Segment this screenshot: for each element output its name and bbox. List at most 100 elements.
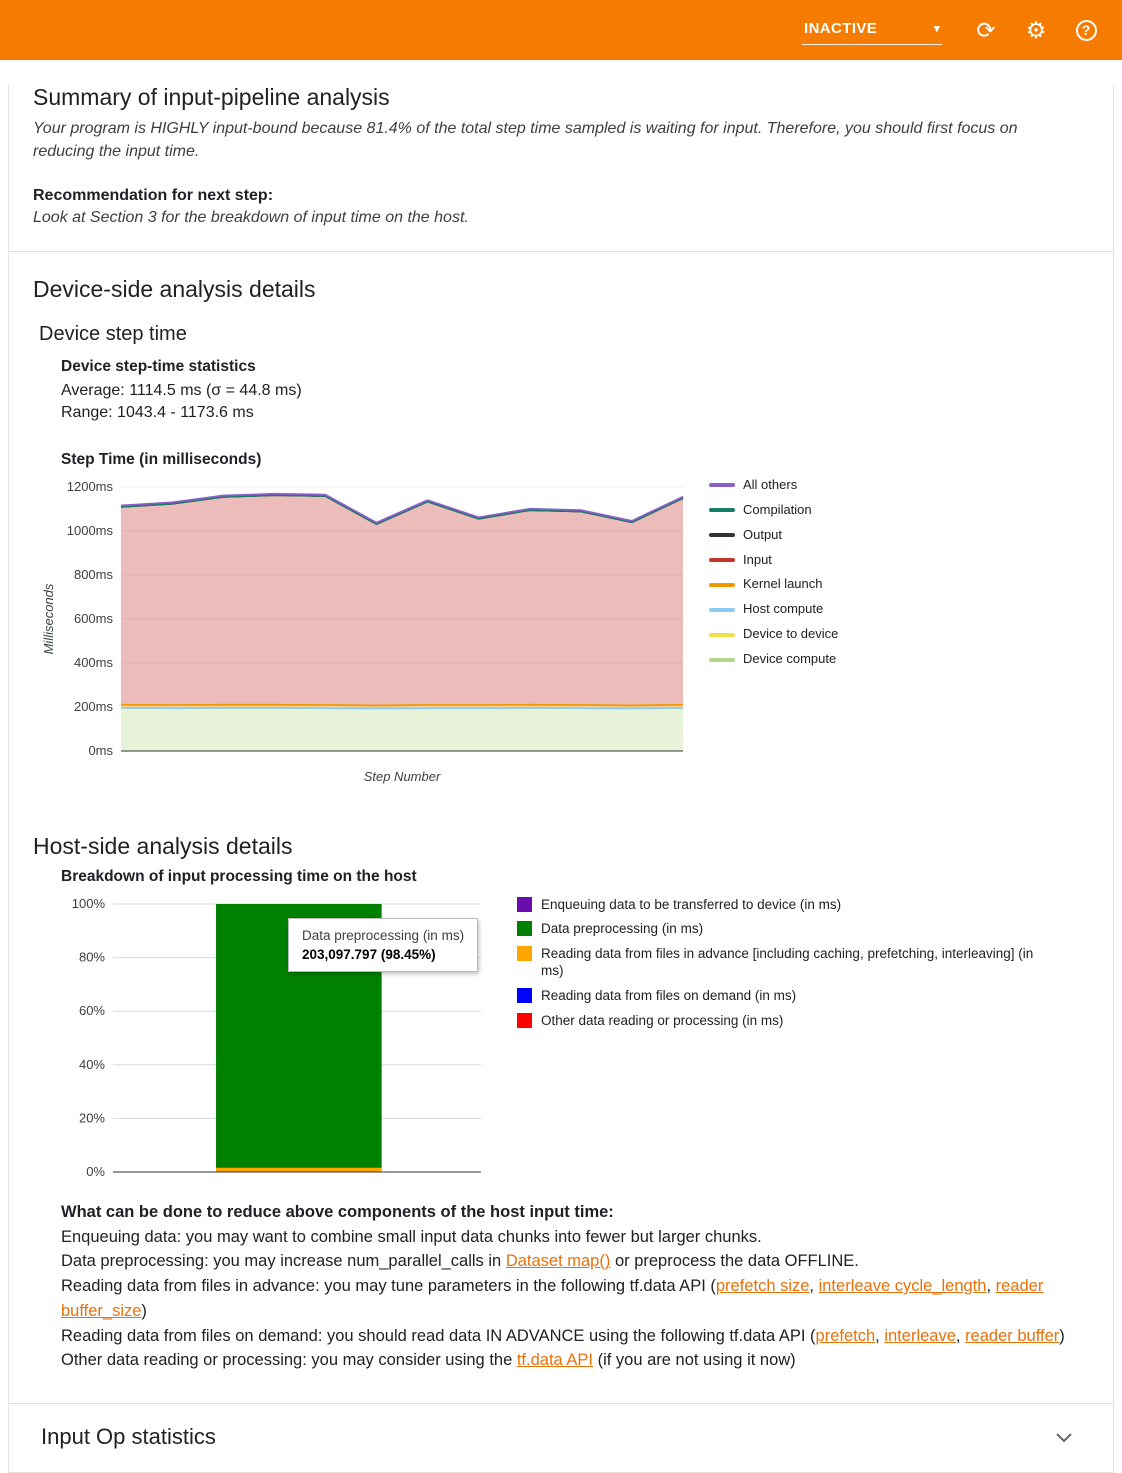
svg-text:200ms: 200ms bbox=[74, 699, 114, 714]
tip-line: Data preprocessing: you may increase num… bbox=[61, 1249, 1079, 1274]
host-breakdown-chart: 0%20%40%60%80%100% Data preprocessing (i… bbox=[61, 894, 1089, 1186]
stats-average: Average: 1114.5 ms (σ = 44.8 ms) bbox=[61, 380, 1089, 402]
run-status-value: INACTIVE bbox=[804, 20, 877, 37]
tip-text: Enqueuing data: you may want to combine … bbox=[61, 1228, 762, 1246]
legend-swatch bbox=[517, 921, 532, 936]
legend-item: Reading data from files in advance [incl… bbox=[517, 945, 1037, 980]
input-op-statistics-header[interactable]: Input Op statistics bbox=[9, 1404, 1113, 1472]
tip-line: Reading data from files on demand: you s… bbox=[61, 1324, 1079, 1349]
tip-link[interactable]: prefetch bbox=[816, 1327, 876, 1345]
svg-text:800ms: 800ms bbox=[74, 567, 114, 582]
refresh-icon[interactable]: ⟳ bbox=[966, 10, 1006, 50]
host-chart-legend: Enqueuing data to be transferred to devi… bbox=[517, 896, 1037, 1036]
svg-text:Step Number: Step Number bbox=[364, 769, 441, 784]
svg-text:40%: 40% bbox=[79, 1057, 105, 1072]
tip-link[interactable]: tf.data API bbox=[517, 1351, 593, 1369]
tip-link[interactable]: reader buffer bbox=[965, 1327, 1059, 1345]
recommendation-body: Look at Section 3 for the breakdown of i… bbox=[33, 209, 1089, 227]
main-content: Summary of input-pipeline analysis Your … bbox=[8, 84, 1114, 1473]
legend-label: Data preprocessing (in ms) bbox=[541, 920, 703, 938]
legend-label: Device compute bbox=[743, 651, 836, 668]
host-tips: What can be done to reduce above compone… bbox=[61, 1200, 1079, 1373]
svg-text:1000ms: 1000ms bbox=[67, 523, 114, 538]
legend-swatch bbox=[709, 658, 735, 662]
legend-item: Reading data from files on demand (in ms… bbox=[517, 987, 1037, 1005]
legend-item: Enqueuing data to be transferred to devi… bbox=[517, 896, 1037, 914]
host-chart-title: Breakdown of input processing time on th… bbox=[61, 868, 1089, 886]
tip-text: (if you are not using it now) bbox=[593, 1351, 796, 1369]
tip-text: ) bbox=[1059, 1327, 1065, 1345]
tip-link[interactable]: interleave cycle_length bbox=[819, 1277, 987, 1295]
tip-text: , bbox=[875, 1327, 884, 1345]
legend-item: Host compute bbox=[709, 601, 838, 618]
stats-title: Device step-time statistics bbox=[61, 356, 1089, 378]
device-section-title: Device-side analysis details bbox=[33, 276, 1089, 303]
tip-text: Reading data from files in advance: you … bbox=[61, 1277, 716, 1295]
legend-item: Device compute bbox=[709, 651, 838, 668]
legend-label: Host compute bbox=[743, 601, 823, 618]
tip-text: or preprocess the data OFFLINE. bbox=[610, 1252, 859, 1270]
legend-label: Device to device bbox=[743, 626, 838, 643]
svg-text:0%: 0% bbox=[86, 1164, 105, 1179]
legend-label: Reading data from files in advance [incl… bbox=[541, 945, 1037, 980]
legend-item: Other data reading or processing (in ms) bbox=[517, 1012, 1037, 1030]
chart-tooltip: Data preprocessing (in ms) 203,097.797 (… bbox=[288, 918, 478, 972]
dropdown-caret-icon: ▾ bbox=[934, 22, 940, 35]
help-question-glyph: ? bbox=[1076, 20, 1097, 41]
app-header: INACTIVE ▾ ⟳ ⚙ ? bbox=[0, 0, 1122, 60]
legend-item: Device to device bbox=[709, 626, 838, 643]
tip-line: Reading data from files in advance: you … bbox=[61, 1274, 1079, 1324]
legend-label: Kernel launch bbox=[743, 576, 823, 593]
device-step-time-plot[interactable]: 0ms200ms400ms600ms800ms1000ms1200msStep … bbox=[39, 473, 699, 789]
svg-text:100%: 100% bbox=[72, 896, 106, 911]
tooltip-title: Data preprocessing (in ms) bbox=[302, 928, 464, 943]
tip-line: Enqueuing data: you may want to combine … bbox=[61, 1225, 1079, 1250]
run-status-select[interactable]: INACTIVE ▾ bbox=[802, 16, 942, 45]
chevron-down-icon[interactable] bbox=[1055, 1432, 1073, 1443]
input-op-statistics-title: Input Op statistics bbox=[41, 1424, 216, 1450]
legend-label: Other data reading or processing (in ms) bbox=[541, 1012, 783, 1030]
svg-text:0ms: 0ms bbox=[88, 743, 113, 758]
tip-text: Reading data from files on demand: you s… bbox=[61, 1327, 816, 1345]
tip-link[interactable]: interleave bbox=[884, 1327, 956, 1345]
tip-text: , bbox=[956, 1327, 965, 1345]
svg-text:20%: 20% bbox=[79, 1110, 105, 1125]
legend-item: Input bbox=[709, 552, 838, 569]
legend-swatch bbox=[517, 946, 532, 961]
legend-label: Compilation bbox=[743, 502, 812, 519]
legend-swatch bbox=[709, 608, 735, 612]
device-step-time-subtitle: Device step time bbox=[39, 323, 1089, 346]
legend-label: Input bbox=[743, 552, 772, 569]
tooltip-value: 203,097.797 (98.45%) bbox=[302, 947, 464, 962]
device-side-section: Device-side analysis details Device step… bbox=[9, 276, 1113, 788]
help-icon[interactable]: ? bbox=[1066, 10, 1106, 50]
host-section-title: Host-side analysis details bbox=[33, 833, 1089, 860]
settings-icon[interactable]: ⚙ bbox=[1016, 10, 1056, 50]
tip-text: ) bbox=[141, 1302, 147, 1320]
device-chart-legend: All others Compilation Output Input Kernel l… bbox=[709, 477, 838, 676]
legend-swatch bbox=[517, 1013, 532, 1028]
summary-body: Your program is HIGHLY input-bound becau… bbox=[33, 117, 1078, 163]
legend-label: Output bbox=[743, 527, 782, 544]
recommendation-label: Recommendation for next step: bbox=[33, 187, 1089, 205]
svg-text:60%: 60% bbox=[79, 1003, 105, 1018]
legend-item: Compilation bbox=[709, 502, 838, 519]
legend-item: Kernel launch bbox=[709, 576, 838, 593]
tip-line: Other data reading or processing: you ma… bbox=[61, 1348, 1079, 1373]
device-chart-title: Step Time (in milliseconds) bbox=[61, 451, 1089, 469]
tip-link[interactable]: prefetch size bbox=[716, 1277, 810, 1295]
summary-section: Summary of input-pipeline analysis Your … bbox=[9, 84, 1113, 227]
legend-swatch bbox=[709, 633, 735, 637]
tips-title: What can be done to reduce above compone… bbox=[61, 1200, 1079, 1225]
summary-title: Summary of input-pipeline analysis bbox=[33, 84, 1089, 111]
tip-link[interactable]: Dataset map() bbox=[506, 1252, 611, 1270]
tip-text: Other data reading or processing: you ma… bbox=[61, 1351, 517, 1369]
legend-swatch bbox=[517, 988, 532, 1003]
tip-text: , bbox=[986, 1277, 995, 1295]
legend-label: All others bbox=[743, 477, 797, 494]
stats-range: Range: 1043.4 - 1173.6 ms bbox=[61, 402, 1089, 424]
legend-label: Reading data from files on demand (in ms… bbox=[541, 987, 796, 1005]
legend-swatch bbox=[517, 897, 532, 912]
legend-item: Data preprocessing (in ms) bbox=[517, 920, 1037, 938]
